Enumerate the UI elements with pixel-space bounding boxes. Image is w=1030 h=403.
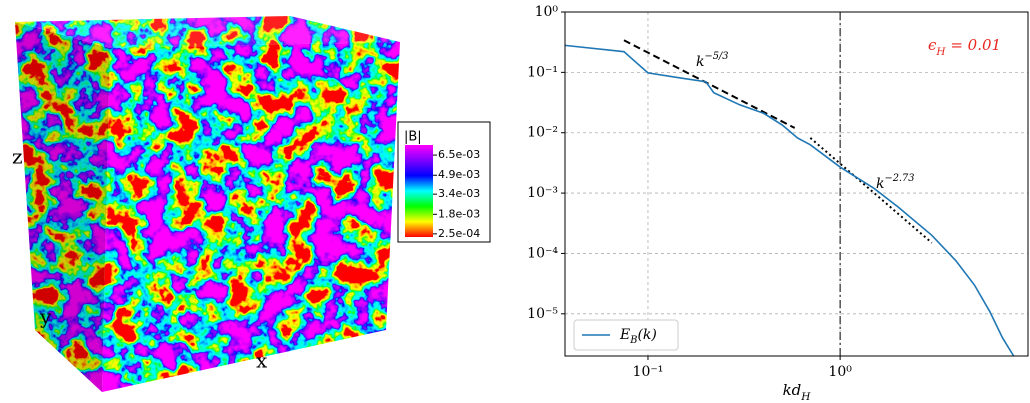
- legend-box: [573, 319, 679, 351]
- slope-annotation-part: −2.73: [884, 173, 914, 184]
- y-tick-label: 10⁻²: [527, 125, 558, 141]
- plot-frame: [564, 11, 1029, 357]
- parameter-annotation-part: H: [935, 46, 946, 58]
- legend-label-part: E: [619, 327, 630, 343]
- x-axis-title-part: H: [800, 391, 811, 403]
- legend-label: EB(k): [619, 327, 657, 346]
- x-axis-title: kdH: [783, 381, 812, 403]
- power-law-line: [809, 137, 933, 244]
- y-tick-label: 10⁻⁴: [527, 245, 558, 261]
- cube-front-face: [102, 42, 400, 392]
- legend-label-part: (k): [637, 327, 656, 343]
- series-line: [564, 44, 1015, 357]
- x-axis-label: x: [256, 349, 268, 373]
- x-tick-label: 10⁻¹: [633, 364, 664, 380]
- colorbar-tick-label: 4.9e-03: [438, 168, 480, 181]
- slope-annotation: k−5/3: [696, 51, 728, 70]
- x-tick-label: 10⁰: [828, 364, 852, 380]
- side-shade: [15, 22, 110, 392]
- y-tick-label: 10⁻¹: [527, 64, 558, 80]
- y-axis-label: y: [39, 305, 52, 329]
- z-axis-label: z: [12, 145, 23, 169]
- legend-label-part: B: [629, 335, 637, 346]
- top-shade: [15, 16, 400, 48]
- colorbar-title: |B|: [404, 130, 422, 145]
- colorbar: [405, 145, 433, 237]
- colorbar-tick-label: 3.4e-03: [438, 187, 480, 200]
- y-tick-label: 10⁻⁵: [527, 306, 558, 322]
- parameter-annotation-part: ϵ: [928, 36, 937, 54]
- slope-annotation-part: k: [696, 54, 704, 70]
- slope-annotation-part: −5/3: [704, 51, 728, 62]
- colorbar-tick-label: 1.8e-03: [438, 207, 480, 220]
- parameter-annotation: ϵH = 0.01: [928, 36, 1001, 58]
- cube: [15, 16, 400, 392]
- slope-annotation-part: k: [876, 176, 884, 192]
- slope-annotation: k−2.73: [876, 173, 915, 192]
- y-tick-label: 10⁰: [535, 4, 559, 20]
- y-tick-label: 10⁻³: [527, 185, 558, 201]
- colorbar-tick-label: 2.5e-04: [438, 227, 480, 240]
- colorbar-tick-label: 6.5e-03: [438, 148, 480, 161]
- parameter-annotation-part: = 0.01: [946, 36, 1002, 54]
- x-axis-title-part: kd: [783, 381, 802, 399]
- power-law-line: [623, 39, 796, 129]
